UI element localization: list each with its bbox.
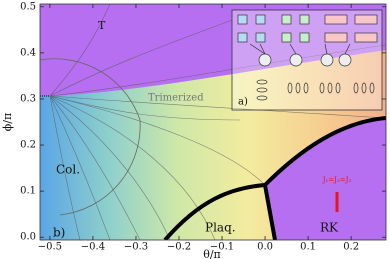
- phase-label: Trimerized: [148, 93, 204, 104]
- crossover-arc: [40, 58, 141, 216]
- phase-boundary: [163, 116, 386, 240]
- panel-label: b): [53, 226, 65, 240]
- panel-label: a): [238, 97, 248, 108]
- rk-region: [265, 118, 386, 240]
- x-tick-label: 0.0: [257, 242, 273, 253]
- x-tick-label: 0.1: [300, 242, 316, 253]
- y-axis-label: ϕ/π: [1, 113, 14, 131]
- x-tick-label: −0.1: [210, 242, 234, 253]
- crossover-region: [50, 30, 386, 96]
- coupling-label: J₁=J₂=J₃: [322, 176, 352, 184]
- x-tick-label: −0.4: [81, 242, 105, 253]
- y-tick-label: 0.1: [20, 186, 36, 197]
- y-tick-label: 0.2: [20, 140, 36, 151]
- phase-label: RK: [320, 221, 339, 235]
- y-tick-label: 0.0: [20, 232, 36, 243]
- x-tick-label: 0.2: [343, 242, 359, 253]
- phase-label: Col.: [56, 163, 80, 177]
- y-tick-label: 0.4: [20, 47, 36, 58]
- y-tick-label: 0.5: [20, 1, 36, 12]
- plot-frame: [39, 3, 387, 241]
- fan-lines: [49, 4, 386, 240]
- inset: [231, 9, 383, 111]
- y-tick-label: 0.3: [20, 93, 36, 104]
- x-tick-label: −0.3: [124, 242, 148, 253]
- x-tick-label: −0.2: [167, 242, 191, 253]
- phase-label: T: [98, 19, 106, 32]
- x-tick-label: −0.5: [38, 242, 62, 253]
- x-axis-label: θ/π: [203, 248, 221, 259]
- phase-regions: [40, 4, 386, 240]
- phase-label: Plaq.: [205, 221, 236, 235]
